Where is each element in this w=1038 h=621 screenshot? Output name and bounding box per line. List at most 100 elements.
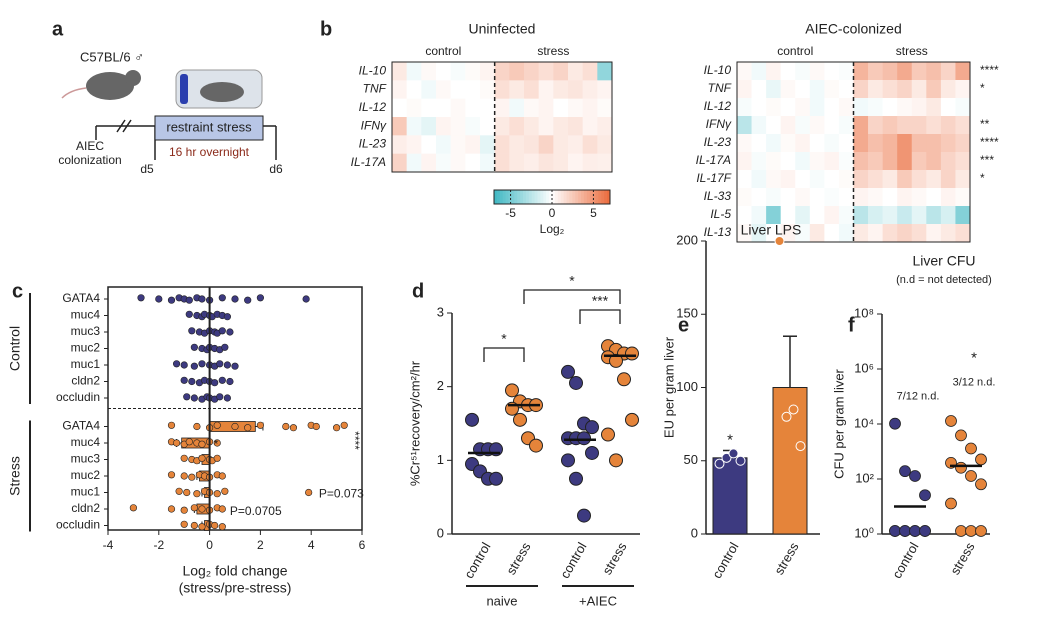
colorbar-step bbox=[557, 190, 562, 204]
heat-cell bbox=[853, 188, 869, 207]
heat-cell bbox=[838, 170, 854, 189]
heat-cell bbox=[853, 152, 869, 171]
heat-cell bbox=[553, 117, 569, 136]
heat-cell bbox=[926, 224, 942, 243]
row-label: IL-23 bbox=[704, 135, 732, 149]
heatmap-frame bbox=[391, 61, 613, 173]
y-axis-label: CFU per gram liver bbox=[831, 368, 846, 478]
heat-cell bbox=[926, 188, 942, 207]
heat-cell bbox=[882, 134, 898, 153]
colorbar-step bbox=[525, 190, 530, 204]
panel-label: d bbox=[412, 280, 424, 302]
heat-cell bbox=[597, 135, 613, 154]
heat-cell bbox=[421, 80, 437, 99]
point bbox=[223, 361, 231, 369]
heat-cell bbox=[480, 62, 495, 81]
x-tick-label: -2 bbox=[153, 538, 164, 552]
point bbox=[781, 411, 792, 422]
point bbox=[137, 294, 145, 302]
bracket-label: *** bbox=[592, 293, 609, 309]
point bbox=[489, 471, 503, 486]
heat-cell bbox=[795, 206, 811, 225]
duration: 16 hr overnight bbox=[169, 145, 250, 159]
heat-cell bbox=[436, 117, 451, 136]
heat-cell bbox=[955, 170, 971, 189]
point bbox=[218, 294, 226, 302]
row-label: IL-12 bbox=[704, 99, 732, 113]
x-tick-label: 4 bbox=[308, 538, 315, 552]
point bbox=[223, 313, 231, 321]
point bbox=[244, 424, 252, 432]
colorbar-step bbox=[604, 190, 608, 204]
panel-label: e bbox=[678, 314, 689, 336]
heat-cell bbox=[780, 224, 796, 243]
point bbox=[190, 362, 198, 370]
x-tick-label: 6 bbox=[359, 538, 366, 552]
heat-cell bbox=[766, 116, 781, 135]
heat-cell bbox=[597, 98, 613, 118]
colorbar-step bbox=[560, 190, 565, 204]
heat-cell bbox=[480, 153, 495, 173]
heat-cell bbox=[940, 62, 956, 81]
heat-cell bbox=[838, 80, 854, 99]
heat-cell bbox=[926, 62, 942, 81]
heat-cell bbox=[882, 80, 898, 99]
heat-cell bbox=[926, 134, 942, 153]
heat-cell bbox=[465, 153, 481, 173]
colorbar-tick-label: 5 bbox=[590, 206, 597, 220]
colorbar-step bbox=[607, 190, 611, 204]
heat-cell bbox=[737, 224, 752, 243]
y-tick-label: 0 bbox=[691, 525, 698, 540]
point bbox=[513, 412, 527, 427]
heat-cell bbox=[955, 62, 971, 81]
heat-cell bbox=[751, 152, 767, 171]
point bbox=[211, 379, 219, 387]
heat-cell bbox=[568, 117, 583, 136]
heat-cell bbox=[824, 98, 840, 117]
heat-cell bbox=[940, 188, 956, 207]
significance: * bbox=[727, 431, 733, 448]
x-tick-label: control bbox=[461, 540, 494, 581]
point bbox=[226, 328, 234, 336]
heat-cell bbox=[597, 62, 613, 81]
panel-label: f bbox=[848, 314, 855, 336]
heat-cell bbox=[737, 116, 752, 135]
colorbar-step bbox=[543, 190, 547, 204]
heat-cell bbox=[538, 62, 554, 81]
x-tick-label: stress bbox=[947, 539, 978, 577]
point bbox=[167, 421, 176, 429]
heat-cell bbox=[955, 134, 971, 153]
point bbox=[728, 448, 739, 459]
colorbar-step bbox=[499, 190, 504, 204]
heat-cell bbox=[494, 153, 510, 173]
y-tick-label: 200 bbox=[676, 232, 698, 247]
heat-cell bbox=[392, 153, 407, 173]
stress-label: restraint stress bbox=[166, 119, 252, 134]
heat-cell bbox=[795, 98, 811, 117]
heat-cell bbox=[597, 80, 613, 99]
colorbar-step bbox=[554, 190, 559, 204]
colorbar-step bbox=[575, 190, 579, 204]
group-label: Stress bbox=[7, 456, 23, 496]
y-tick-label: 2 bbox=[437, 378, 444, 393]
point bbox=[945, 497, 957, 510]
heat-cell bbox=[509, 117, 525, 136]
heat-cell bbox=[392, 62, 407, 81]
point bbox=[735, 455, 746, 466]
nd-note: 7/12 n.d. bbox=[897, 390, 940, 402]
heat-cell bbox=[911, 80, 927, 99]
heat-cell bbox=[809, 62, 825, 81]
point bbox=[714, 458, 725, 469]
point bbox=[188, 473, 196, 481]
point bbox=[617, 372, 631, 387]
heat-cell bbox=[897, 98, 913, 117]
heat-cell bbox=[538, 80, 554, 99]
heat-cell bbox=[940, 80, 956, 99]
heat-cell bbox=[940, 152, 956, 171]
point bbox=[231, 422, 239, 431]
heat-cell bbox=[809, 116, 825, 135]
panel-label: b bbox=[320, 18, 332, 40]
heat-cell bbox=[737, 206, 752, 225]
heat-cell bbox=[780, 80, 796, 99]
heat-cell bbox=[766, 80, 781, 99]
